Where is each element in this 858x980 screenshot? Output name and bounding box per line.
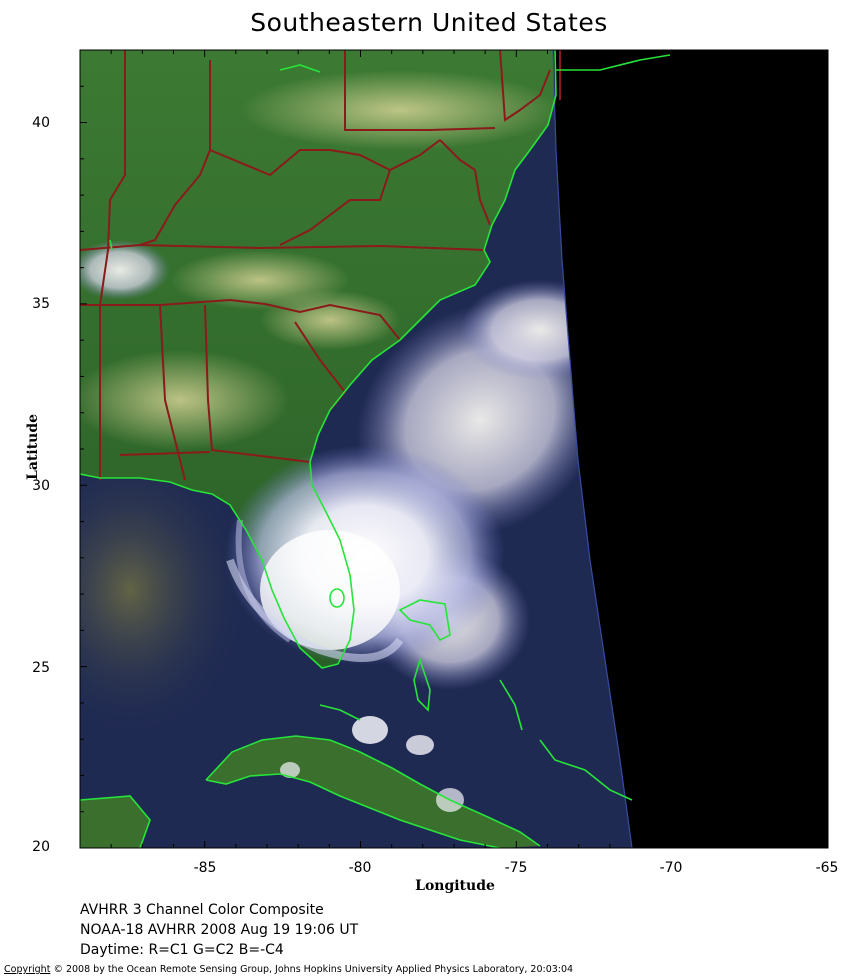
map-title: Southeastern United States — [250, 8, 608, 37]
no-data-region — [553, 50, 828, 848]
axis-ticks — [79, 49, 829, 849]
info-line: AVHRR 3 Channel Color Composite — [80, 902, 324, 918]
y-axis-label: Latitude — [25, 413, 41, 480]
y-tick-label: 25 — [32, 660, 50, 676]
y-tick-label: 20 — [32, 839, 50, 855]
state-borders — [80, 50, 561, 481]
y-tick-label: 40 — [32, 115, 50, 131]
info-line: NOAA-18 AVHRR 2008 Aug 19 19:06 UT — [80, 922, 359, 938]
coastlines — [80, 50, 671, 848]
y-tick-label: 35 — [32, 296, 50, 312]
x-tick-label: -65 — [815, 860, 839, 876]
y-tick-label: 30 — [32, 478, 50, 494]
x-tick-label: -85 — [193, 860, 217, 876]
copyright-prefix: Copyright — [4, 964, 51, 975]
x-tick-label: -75 — [504, 860, 528, 876]
us-landmass — [80, 50, 556, 668]
copyright-notice: Copyright © 2008 by the Ocean Remote Sen… — [4, 964, 573, 975]
copyright-text: © 2008 by the Ocean Remote Sensing Group… — [50, 964, 574, 975]
info-line: Daytime: R=C1 G=C2 B=-C4 — [80, 942, 284, 958]
x-tick-label: -70 — [659, 860, 683, 876]
x-axis-label: Longitude — [415, 878, 495, 894]
x-tick-label: -80 — [348, 860, 372, 876]
